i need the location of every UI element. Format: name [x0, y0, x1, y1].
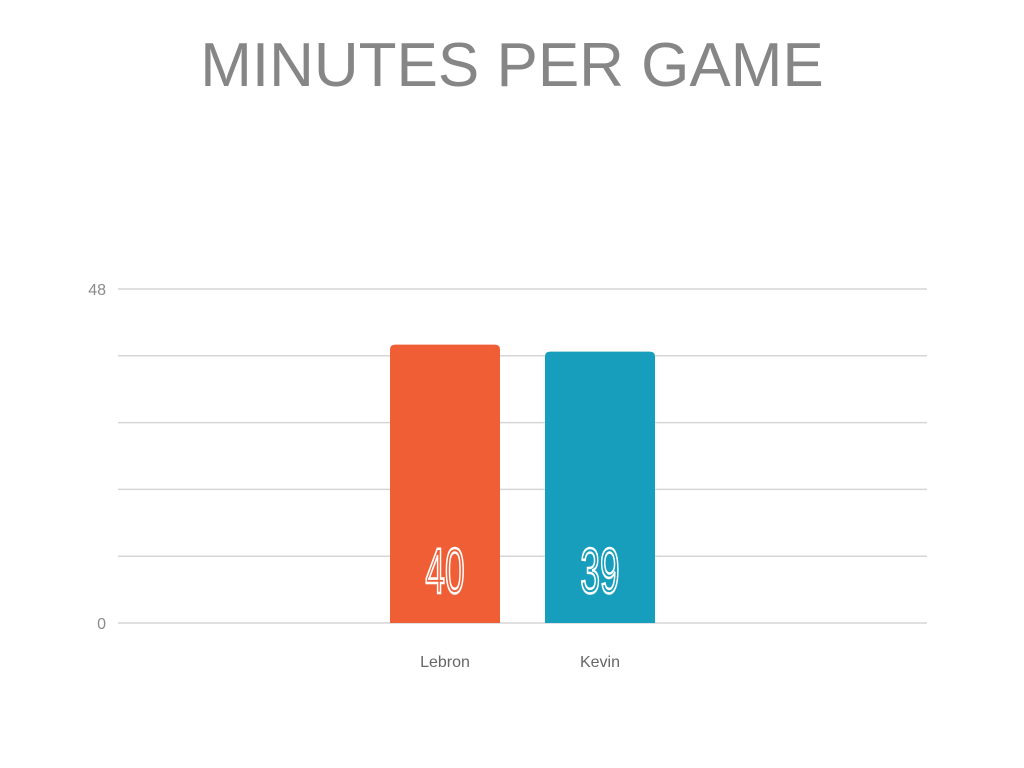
bar-lebron: [390, 344, 500, 623]
chart-title: MINUTES PER GAME: [200, 31, 824, 100]
x-tick-label: Lebron: [420, 654, 470, 671]
data-label: 40: [425, 535, 464, 607]
y-tick-label: 48: [88, 282, 106, 299]
data-label-group: 40: [424, 534, 465, 608]
bar-kevin: [545, 351, 655, 623]
data-label-group: 39: [579, 534, 620, 608]
y-tick-label: 0: [97, 616, 106, 633]
x-tick-label: Kevin: [580, 654, 620, 671]
data-label: 39: [580, 535, 619, 607]
